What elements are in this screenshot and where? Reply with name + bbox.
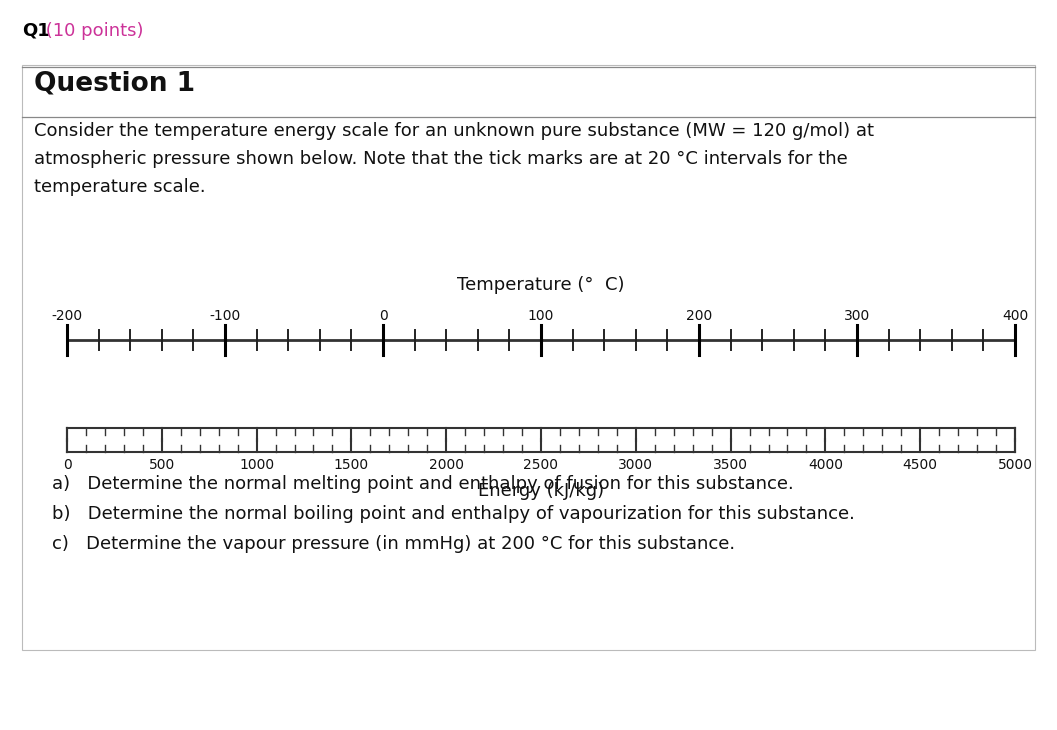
- Text: Energy (kJ/kg): Energy (kJ/kg): [478, 482, 604, 500]
- Text: 300: 300: [843, 309, 870, 323]
- Text: temperature scale.: temperature scale.: [34, 178, 206, 196]
- Text: 2000: 2000: [429, 458, 464, 472]
- FancyBboxPatch shape: [22, 65, 1035, 650]
- Text: 0: 0: [62, 458, 72, 472]
- Text: 100: 100: [527, 309, 554, 323]
- Text: 5000: 5000: [998, 458, 1033, 472]
- Text: 1500: 1500: [334, 458, 369, 472]
- Text: Consider the temperature energy scale for an unknown pure substance (MW = 120 g/: Consider the temperature energy scale fo…: [34, 122, 874, 140]
- Text: b)   Determine the normal boiling point and enthalpy of vapourization for this s: b) Determine the normal boiling point an…: [52, 505, 855, 523]
- Text: 4500: 4500: [903, 458, 938, 472]
- Text: 200: 200: [686, 309, 712, 323]
- Text: 4000: 4000: [808, 458, 842, 472]
- Text: Q1: Q1: [22, 22, 50, 40]
- Text: 500: 500: [149, 458, 174, 472]
- Text: atmospheric pressure shown below. Note that the tick marks are at 20 °C interval: atmospheric pressure shown below. Note t…: [34, 150, 848, 168]
- Text: 400: 400: [1002, 309, 1028, 323]
- Text: 1000: 1000: [239, 458, 274, 472]
- Text: Temperature (°  C): Temperature (° C): [458, 276, 625, 294]
- Text: c)   Determine the vapour pressure (in mmHg) at 200 °C for this substance.: c) Determine the vapour pressure (in mmH…: [52, 535, 735, 553]
- Text: Question 1: Question 1: [34, 71, 196, 97]
- Text: 3500: 3500: [713, 458, 748, 472]
- Text: (10 points): (10 points): [40, 22, 144, 40]
- Text: -200: -200: [52, 309, 82, 323]
- Text: 2500: 2500: [523, 458, 558, 472]
- Text: 3000: 3000: [618, 458, 653, 472]
- Text: -100: -100: [209, 309, 241, 323]
- Text: a)   Determine the normal melting point and enthalpy of fusion for this substanc: a) Determine the normal melting point an…: [52, 475, 794, 493]
- Text: 0: 0: [378, 309, 387, 323]
